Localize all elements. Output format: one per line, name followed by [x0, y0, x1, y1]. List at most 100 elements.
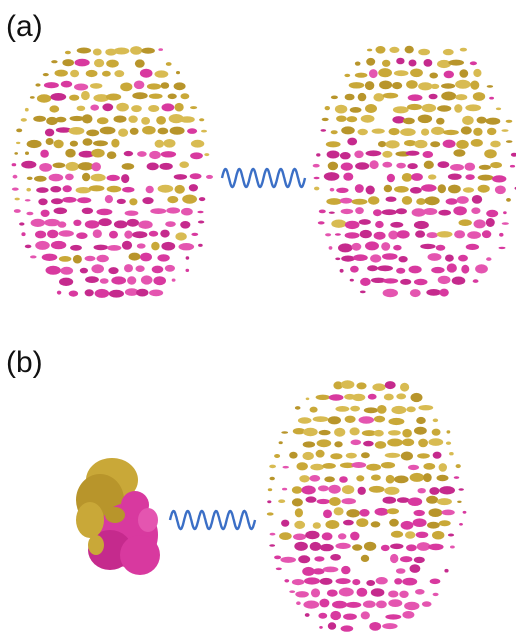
blob [428, 253, 442, 261]
blob [321, 129, 327, 132]
blob [157, 254, 169, 261]
blob [388, 430, 401, 435]
blob [355, 73, 368, 78]
blob [510, 165, 515, 168]
blob [374, 232, 386, 240]
blob [332, 601, 347, 609]
blob [327, 151, 340, 159]
blob [21, 118, 27, 122]
blob [361, 452, 370, 458]
blob [280, 557, 296, 563]
blob [429, 487, 439, 495]
blob [473, 92, 485, 101]
blob [267, 512, 274, 515]
blob [50, 93, 66, 101]
blob [292, 486, 302, 494]
blob [298, 555, 310, 563]
blob [369, 69, 378, 78]
blob [396, 568, 406, 574]
blob [441, 92, 456, 101]
blob [328, 622, 336, 629]
blob [411, 173, 423, 181]
blob [355, 62, 361, 66]
blob [46, 266, 61, 275]
blob [330, 554, 341, 561]
blob [482, 230, 491, 238]
blob [77, 197, 91, 203]
blob [201, 130, 207, 133]
blob [296, 601, 301, 605]
blob [114, 70, 124, 77]
blob [316, 450, 325, 458]
blob [125, 211, 139, 216]
blob [421, 129, 429, 136]
blob [356, 518, 368, 527]
blob [76, 502, 104, 538]
blob [93, 49, 102, 56]
blob [364, 542, 376, 551]
blob [355, 162, 369, 170]
blob [490, 141, 501, 148]
blob [175, 232, 186, 240]
blob [44, 219, 60, 226]
blob [45, 129, 54, 137]
blob [295, 591, 309, 597]
blob [444, 71, 454, 79]
blob [381, 462, 395, 468]
blob [292, 579, 304, 585]
blob [324, 172, 340, 181]
blob [129, 253, 141, 261]
cluster [313, 46, 516, 297]
blob [73, 255, 82, 264]
blob [352, 243, 362, 251]
blob [339, 476, 348, 483]
blob [394, 70, 409, 76]
blob [426, 289, 441, 296]
blob [25, 245, 32, 249]
blob [366, 58, 375, 66]
blob [70, 70, 79, 77]
blob [33, 116, 46, 122]
blob [137, 243, 146, 248]
blob [431, 127, 444, 135]
blob [46, 117, 58, 125]
blob [149, 94, 163, 99]
blob [62, 185, 71, 192]
blob [363, 601, 376, 608]
blob [437, 60, 451, 68]
blob [366, 150, 382, 156]
blob [459, 219, 472, 226]
blob [448, 185, 461, 194]
blob [377, 405, 387, 414]
blob [306, 496, 317, 502]
blob [430, 579, 441, 585]
blob [390, 554, 398, 563]
blob [400, 383, 409, 392]
blob [426, 496, 438, 504]
blob [363, 441, 374, 447]
blob [76, 232, 87, 239]
blob [65, 51, 71, 55]
blob [343, 614, 357, 620]
blob [124, 231, 132, 239]
blob [471, 139, 483, 147]
blob [80, 268, 88, 274]
blob [401, 521, 414, 530]
blob [343, 520, 354, 526]
blob [190, 173, 202, 179]
blob [454, 104, 462, 113]
blob [46, 138, 54, 145]
blob [352, 579, 360, 585]
blob [51, 60, 57, 63]
blob [310, 407, 318, 413]
blob [274, 454, 280, 458]
blob [330, 453, 342, 459]
blob [443, 49, 454, 55]
blob [35, 83, 40, 86]
blob [105, 507, 125, 523]
blob [502, 222, 509, 225]
blob [402, 429, 412, 438]
blob [433, 419, 438, 423]
blob [463, 187, 474, 192]
blob [381, 545, 390, 551]
